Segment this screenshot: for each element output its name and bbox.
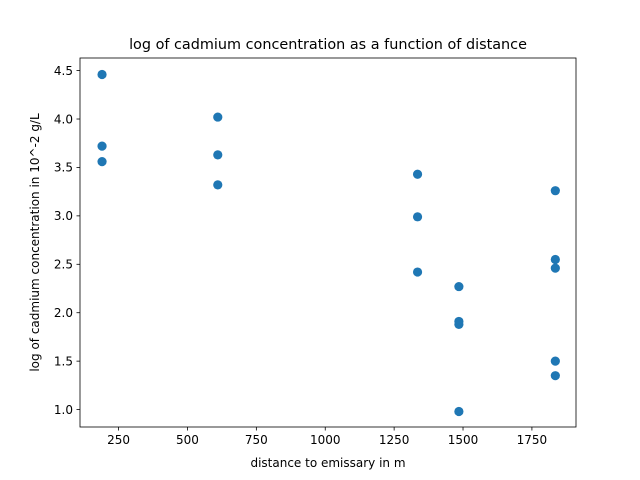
x-axis-label: distance to emissary in m [250,456,405,470]
data-point [213,180,223,190]
data-point [550,186,560,196]
data-point [213,112,223,122]
chart-title: log of cadmium concentration as a functi… [129,37,527,53]
x-tick-label: 1000 [310,433,341,447]
y-tick-label: 1.0 [54,403,73,417]
y-tick-label: 2.0 [54,306,73,320]
data-point [454,406,464,417]
x-tick-label: 1750 [517,433,548,447]
x-tick-label: 1250 [379,433,410,447]
y-tick-label: 1.5 [54,354,73,368]
data-point [97,157,107,167]
y-axis-label: log of cadmium concentration in 10^-2 g/… [28,113,42,372]
data-point [454,281,464,292]
data-point [412,267,423,277]
x-tick-label: 750 [245,433,268,447]
data-point [97,141,107,151]
y-tick-label: 4.5 [54,64,73,78]
data-point [97,69,107,80]
x-tick-label: 250 [107,433,130,447]
y-tick-label: 4.0 [54,112,73,126]
data-point [550,263,560,273]
data-point [454,319,464,329]
data-point [412,212,423,222]
y-tick-label: 2.5 [54,258,73,272]
y-tick-label: 3.5 [54,161,73,175]
y-tick-label: 3.0 [54,209,73,223]
points-layer [97,69,560,417]
data-point [550,356,560,366]
data-point [550,254,560,265]
data-point [412,169,423,179]
data-point [213,150,223,160]
x-tick-label: 1500 [448,433,479,447]
data-point [550,371,560,381]
x-tick-label: 500 [176,433,199,447]
ticks-layer: 250 500 750 1000 1250 1500 1750 1.0 1.5 2.0 2.5 3.0… [54,64,547,447]
plot-area-frame [79,57,577,428]
